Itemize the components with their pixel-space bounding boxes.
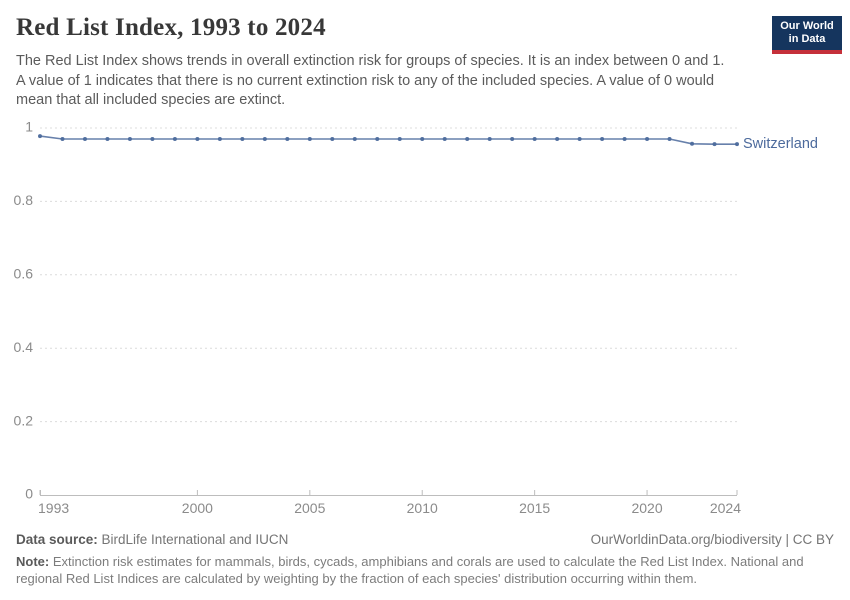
data-point[interactable] xyxy=(150,137,155,142)
data-point[interactable] xyxy=(195,137,200,142)
data-point[interactable] xyxy=(352,137,357,142)
data-point[interactable] xyxy=(532,137,537,142)
data-point[interactable] xyxy=(487,137,492,142)
x-tick-label: 2020 xyxy=(631,500,662,516)
data-point[interactable] xyxy=(712,142,717,147)
data-point[interactable] xyxy=(555,137,560,142)
x-tick-label: 2015 xyxy=(519,500,550,516)
data-source: Data source: BirdLife International and … xyxy=(16,532,288,547)
data-point[interactable] xyxy=(600,137,605,142)
series-line-switzerland[interactable] xyxy=(39,135,738,145)
note-label: Note: xyxy=(16,554,50,569)
owid-logo-text: Our World in Data xyxy=(772,16,842,50)
note-line: Extinction risk estimates for mammals, b… xyxy=(49,554,804,569)
x-tick-label: 1993 xyxy=(38,500,69,516)
data-point[interactable] xyxy=(217,137,222,142)
data-point[interactable] xyxy=(690,141,695,146)
data-point[interactable] xyxy=(172,137,177,142)
owid-logo-stripe xyxy=(772,50,842,54)
y-tick-label: 0.6 xyxy=(14,266,34,282)
data-point[interactable] xyxy=(420,137,425,142)
chart-area: 1 0.8 0.6 0.4 0.2 0 1993 2000 2005 2010 2015 2020 20… xyxy=(14,119,818,516)
x-tick-label: 2010 xyxy=(407,500,438,516)
data-point[interactable] xyxy=(105,137,110,142)
y-tick-label: 0.8 xyxy=(14,192,34,208)
subtitle-line: mean that all included species are extin… xyxy=(16,92,286,108)
data-point[interactable] xyxy=(667,137,672,142)
data-point[interactable] xyxy=(330,137,335,142)
data-point[interactable] xyxy=(375,137,380,142)
data-point[interactable] xyxy=(645,137,650,142)
data-point[interactable] xyxy=(127,137,132,142)
license-link[interactable]: OurWorldinData.org/biodiversity | CC BY xyxy=(590,532,834,547)
page-title: Red List Index, 1993 to 2024 xyxy=(16,14,326,41)
data-point[interactable] xyxy=(307,137,312,142)
y-tick-label: 0.4 xyxy=(14,339,34,355)
data-point[interactable] xyxy=(442,137,447,142)
x-tick-label: 2024 xyxy=(710,500,741,516)
data-source-value: BirdLife International and IUCN xyxy=(97,532,289,547)
data-point[interactable] xyxy=(262,137,267,142)
data-point[interactable] xyxy=(510,137,515,142)
data-point[interactable] xyxy=(577,137,582,142)
data-point[interactable] xyxy=(397,137,402,142)
y-tick-label: 1 xyxy=(25,119,33,135)
x-tick-label: 2000 xyxy=(182,500,213,516)
data-source-label: Data source: xyxy=(16,532,98,547)
note-line: regional Red List Indices are calculated… xyxy=(16,571,698,586)
x-tick-label: 2005 xyxy=(294,500,325,516)
data-point[interactable] xyxy=(240,137,245,142)
y-tick-label: 0.2 xyxy=(14,412,34,428)
chart-subtitle: The Red List Index shows trends in overa… xyxy=(16,52,746,111)
owid-logo[interactable]: Our World in Data xyxy=(772,16,842,54)
data-point[interactable] xyxy=(38,134,42,139)
subtitle-line: A value of 1 indicates that there is no … xyxy=(16,72,715,89)
data-point[interactable] xyxy=(465,137,470,142)
y-tick-label: 0 xyxy=(25,486,33,502)
data-point[interactable] xyxy=(285,137,290,142)
data-point[interactable] xyxy=(82,137,87,142)
data-point[interactable] xyxy=(622,137,627,142)
chart-footer: Data source: BirdLife International and … xyxy=(16,532,834,586)
data-point[interactable] xyxy=(735,142,739,147)
line-chart: 1 0.8 0.6 0.4 0.2 0 1993 2000 2005 2010 2015 2020 20… xyxy=(14,119,818,516)
data-point[interactable] xyxy=(60,137,65,142)
series-label[interactable]: Switzerland xyxy=(743,136,818,152)
subtitle-line: The Red List Index shows trends in overa… xyxy=(16,53,725,69)
chart-note: Note: Extinction risk estimates for mamm… xyxy=(16,553,806,587)
